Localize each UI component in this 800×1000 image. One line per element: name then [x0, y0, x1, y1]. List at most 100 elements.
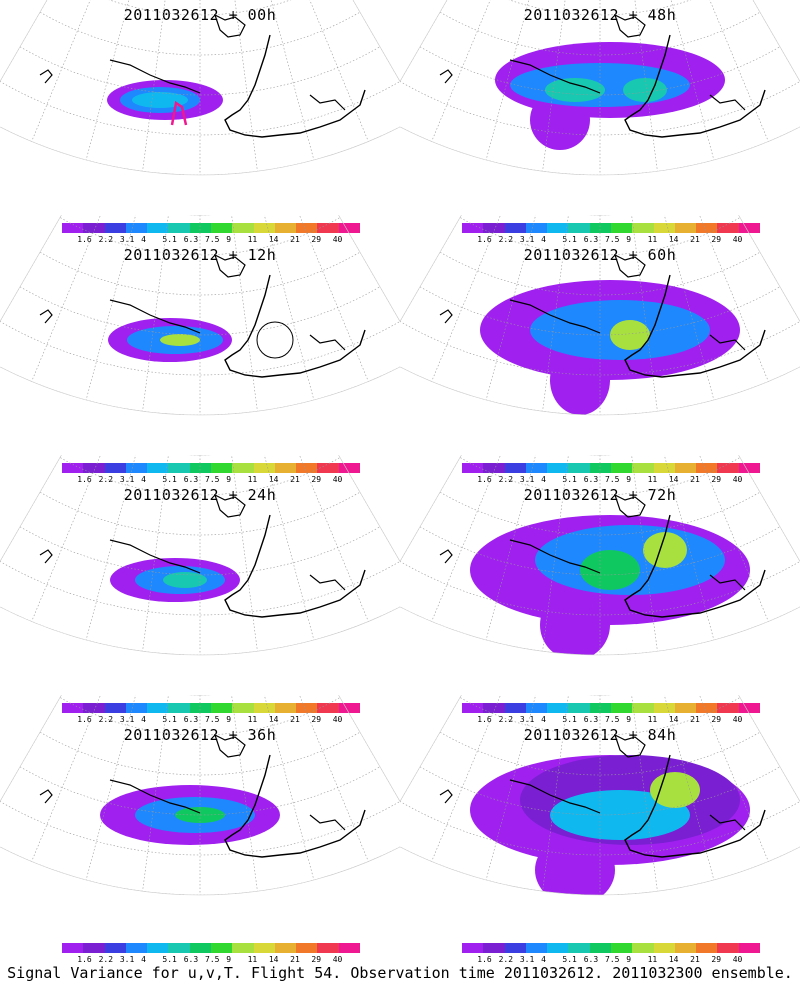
longitude-line — [85, 215, 139, 401]
colorbar-swatch — [653, 223, 675, 233]
colorbar-swatch — [504, 703, 526, 713]
colorbar-label: 21 — [290, 955, 300, 964]
colorbar-label: 14 — [668, 475, 679, 484]
colorbar-label: 29 — [711, 955, 722, 964]
colorbar-label: 7.5 — [605, 715, 620, 724]
colorbar-label: 5.1 — [562, 235, 577, 244]
longitude-line — [31, 695, 109, 862]
colorbar-swatch — [210, 463, 233, 473]
coastline — [613, 253, 646, 278]
coastline — [439, 309, 453, 324]
variance-contour — [545, 78, 605, 102]
variance-contour — [610, 320, 650, 350]
colorbar-label: 29 — [311, 955, 322, 964]
colorbar-swatch — [274, 463, 297, 473]
colorbar-swatch — [104, 223, 126, 233]
map-panel: 2011032612 + 00h 1.6 2.2 3.1 4 5.1 6.3 7.5 9 11 14… — [0, 0, 400, 244]
longitude-line — [85, 0, 139, 161]
colorbar-label: 7.5 — [205, 955, 220, 964]
colorbar-swatch — [83, 703, 105, 713]
colorbar — [462, 703, 760, 713]
colorbar-label: 7.5 — [605, 955, 620, 964]
colorbar-swatch — [253, 223, 275, 233]
colorbar-swatch — [547, 943, 569, 953]
colorbar-swatch — [696, 943, 718, 953]
colorbar-label: 3.1 — [519, 235, 535, 244]
variance-contour — [650, 772, 700, 808]
colorbar-swatch — [338, 223, 360, 233]
colorbar-swatch — [696, 463, 718, 473]
colorbar-label: 4 — [541, 955, 546, 964]
colorbar-swatch — [525, 703, 548, 713]
observation-marker — [256, 321, 294, 359]
colorbar-label: 40 — [332, 715, 343, 724]
variance-contour — [550, 790, 690, 840]
colorbar-label: 2.2 — [498, 235, 514, 244]
variance-contour — [580, 550, 640, 590]
polar-map — [0, 215, 400, 416]
coastline — [439, 789, 453, 804]
colorbar-swatch — [317, 943, 339, 953]
colorbar-label: 29 — [711, 235, 722, 244]
colorbar-label: 1.6 — [77, 715, 92, 724]
colorbar-label: 11 — [647, 715, 658, 724]
colorbar-swatch — [589, 463, 611, 473]
longitude-line — [400, 0, 481, 117]
polar-map — [400, 0, 800, 176]
colorbar-label: 6.3 — [583, 235, 599, 244]
map-boundary — [400, 0, 800, 176]
colorbar-swatch — [296, 703, 318, 713]
colorbar-label: 2.2 — [498, 715, 514, 724]
colorbar-label: 11 — [647, 955, 658, 964]
coastline — [224, 514, 366, 618]
colorbar-label: 9 — [226, 955, 232, 964]
colorbar-swatch — [717, 463, 739, 473]
colorbar-swatch — [589, 223, 611, 233]
colorbar — [62, 223, 360, 233]
colorbar-label: 7.5 — [205, 715, 220, 724]
colorbar-swatch — [632, 943, 654, 953]
colorbar-swatch — [653, 463, 675, 473]
map-panel: 2011032612 + 72h 1.6 2.2 3.1 4 5.1 6.3 7.5 9 11 14… — [400, 455, 800, 724]
colorbar-label: 6.3 — [183, 955, 199, 964]
colorbar-swatch — [210, 943, 233, 953]
colorbar-swatch — [168, 463, 190, 473]
map-boundary — [400, 215, 800, 416]
colorbar-swatch — [147, 463, 169, 473]
colorbar-swatch — [653, 703, 675, 713]
colorbar-swatch — [674, 943, 697, 953]
colorbar-swatch — [525, 943, 548, 953]
coastline — [213, 733, 246, 758]
colorbar-swatch — [547, 703, 569, 713]
longitude-line — [261, 455, 315, 641]
colorbar-label: 9 — [226, 235, 232, 244]
longitude-line — [231, 455, 258, 652]
longitude-line — [719, 0, 800, 117]
longitude-line — [31, 215, 109, 382]
coastline — [709, 574, 746, 591]
variance-contour — [160, 334, 200, 346]
coastline — [709, 94, 746, 111]
coastline — [709, 334, 746, 351]
colorbar-label: 3.1 — [519, 955, 535, 964]
longitude-line — [261, 695, 315, 881]
colorbar-label: 40 — [332, 235, 343, 244]
colorbar-label: 6.3 — [183, 235, 199, 244]
variance-contour — [550, 345, 610, 415]
colorbar-label: 2.2 — [498, 475, 514, 484]
colorbar-label: 2.2 — [98, 475, 114, 484]
coastline — [309, 574, 346, 591]
colorbar-swatch — [104, 463, 126, 473]
colorbar-label: 4 — [141, 475, 146, 484]
colorbar-label: 14 — [668, 235, 679, 244]
colorbar-label: 11 — [647, 475, 658, 484]
map-panel: 2011032612 + 12h 1.6 2.2 3.1 4 5.1 6.3 7.5 9 11 14… — [0, 215, 400, 484]
colorbar-label: 3.1 — [119, 715, 135, 724]
colorbar-label: 21 — [690, 235, 700, 244]
coastline — [39, 309, 53, 324]
colorbar-swatch — [317, 703, 339, 713]
flight-track — [170, 100, 188, 126]
coastline — [624, 274, 766, 378]
colorbar-swatch — [104, 703, 126, 713]
colorbar-swatch — [483, 703, 505, 713]
